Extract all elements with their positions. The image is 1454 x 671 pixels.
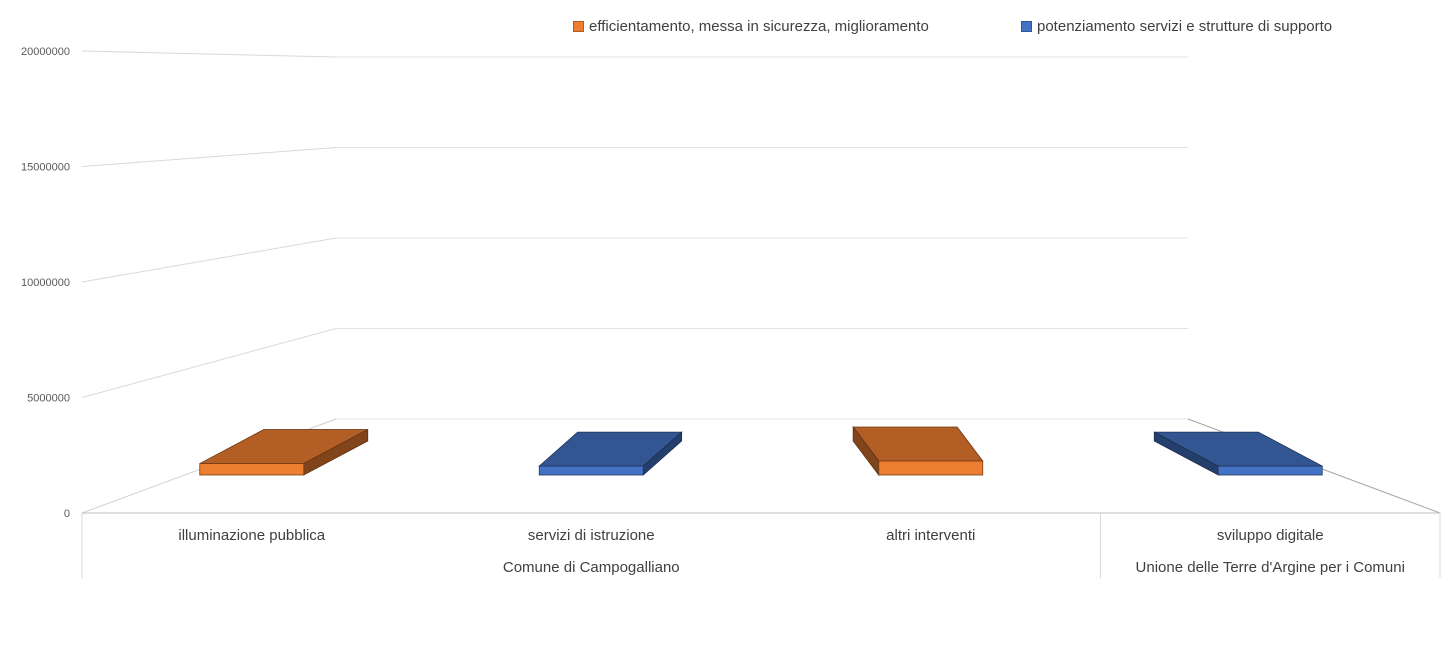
bar-front-face [199,463,305,476]
y-tick-label: 20000000 [21,46,70,58]
gridline-side [81,237,337,283]
chart-gridlines [81,50,1188,420]
legend-label: potenziamento servizi e strutture di sup… [1037,17,1333,35]
x-category-label: illuminazione pubblica [178,527,325,544]
y-axis-tick-labels: 0 5000000 10000000 15000000 20000000 [21,46,70,520]
x-category-label: sviluppo digitale [1217,527,1324,544]
bar-front-face [878,460,984,476]
bar-front-face [538,465,644,476]
y-tick-label: 10000000 [21,277,70,289]
x-group-label: Unione delle Terre d'Argine per i Comuni [1136,559,1405,576]
y-tick-label: 15000000 [21,162,70,174]
legend-swatch [573,20,584,32]
y-tick-label: 0 [64,508,70,520]
legend-label: efficientamento, messa in sicurezza, mig… [589,17,929,35]
x-group-label: Comune di Campogalliano [503,559,680,576]
x-category-label: servizi di istruzione [528,527,655,544]
chart-bars [199,425,1323,477]
legend-item: efficientamento, messa in sicurezza, mig… [573,16,929,36]
bar-front-face [1217,465,1323,476]
bar-top-face [538,431,683,467]
legend-item: potenziamento servizi e strutture di sup… [1021,16,1332,36]
gridline-side [81,147,337,167]
x-axis: illuminazione pubblica servizi di istruzi… [81,513,1441,578]
legend-swatch [1021,20,1032,32]
gridline-side [81,328,337,398]
y-tick-label: 5000000 [27,393,70,405]
gridline-side [81,50,337,58]
x-category-label: altri interventi [886,527,975,544]
